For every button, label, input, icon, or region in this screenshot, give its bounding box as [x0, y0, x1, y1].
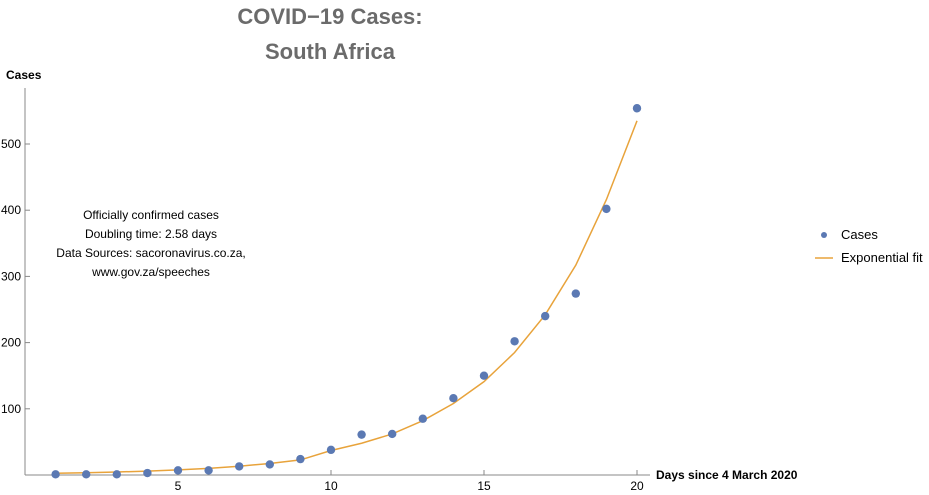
annotation-line-2: Doubling time: 2.58 days [85, 227, 217, 241]
x-tick-label: 10 [324, 479, 338, 493]
exponential-fit-line [55, 120, 638, 475]
case-point [112, 470, 122, 479]
annotation-block: Officially confirmed cases Doubling time… [56, 208, 245, 279]
case-point [173, 466, 183, 475]
y-axis-label: Cases [6, 68, 42, 82]
case-point [541, 311, 550, 321]
case-point [143, 468, 152, 478]
legend-fit-label: Exponential fit [841, 250, 923, 265]
chart-title: COVID−19 Cases: [237, 4, 422, 29]
case-point [510, 337, 519, 346]
x-axis-label: Days since 4 March 2020 [656, 468, 798, 482]
y-tick-label: 100 [1, 402, 21, 416]
legend: Cases Exponential fit [815, 227, 923, 265]
case-point [602, 204, 611, 214]
x-tick-label: 5 [175, 479, 182, 493]
y-tick-label: 500 [1, 137, 21, 151]
x-ticks: 5 10 15 20 [175, 470, 644, 493]
case-point [265, 460, 274, 469]
legend-cases-label: Cases [841, 227, 878, 242]
x-tick-label: 15 [477, 479, 491, 493]
case-point [479, 371, 489, 380]
cases-points-layer [51, 104, 642, 479]
y-tick-label: 300 [1, 269, 21, 283]
case-point [204, 466, 213, 475]
case-point [357, 430, 366, 439]
annotation-line-3: Data Sources: sacoronavirus.co.za, [56, 246, 245, 260]
legend-cases-marker [821, 232, 827, 238]
y-tick-label: 200 [1, 336, 21, 350]
case-point [449, 394, 458, 403]
case-point [388, 429, 397, 439]
case-point [632, 104, 642, 113]
annotation-line-1: Officially confirmed cases [83, 208, 219, 222]
annotation-line-4: www.gov.za/speeches [91, 265, 210, 279]
case-point [82, 470, 91, 479]
case-point [296, 454, 305, 464]
exponential-fit-layer [55, 120, 638, 475]
case-point [326, 445, 336, 455]
case-point [51, 470, 60, 479]
chart-subtitle: South Africa [265, 39, 396, 64]
case-point [235, 462, 244, 471]
case-point [571, 289, 580, 298]
y-ticks: 100 200 300 400 500 [1, 137, 30, 416]
y-tick-label: 400 [1, 203, 21, 217]
case-point [418, 414, 427, 423]
x-tick-label: 20 [630, 479, 644, 493]
